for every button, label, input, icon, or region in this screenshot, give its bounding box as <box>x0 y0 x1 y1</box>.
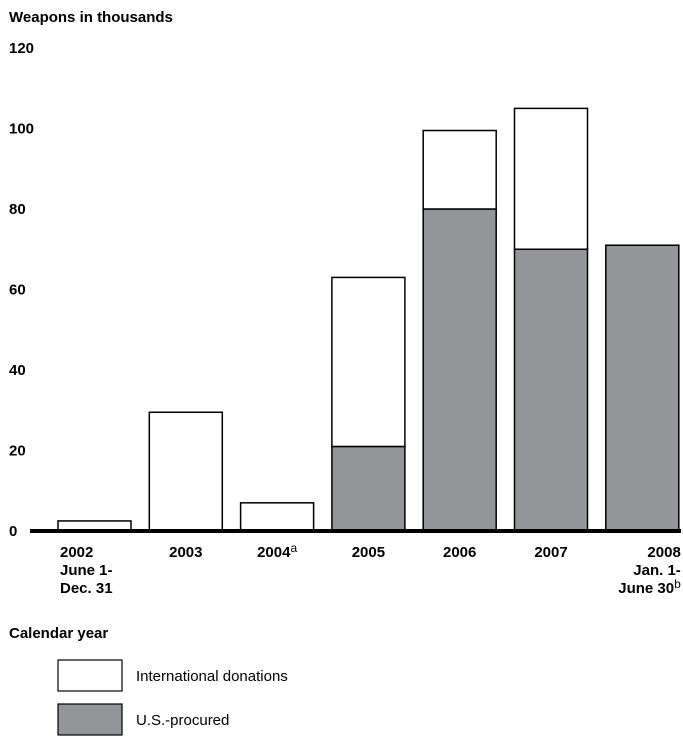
legend: International donations U.S.-procured <box>57 659 288 736</box>
bar-segment-u-s-procured <box>331 445 406 532</box>
x-tick-label: 2002 <box>60 544 93 561</box>
bars <box>57 107 680 532</box>
legend-swatch <box>57 659 123 692</box>
x-tick-sublabel: June 1- <box>60 562 113 579</box>
x-tick-sublabel: June 30b <box>618 577 681 597</box>
y-tick-label: 80 <box>9 201 26 218</box>
bar-segment-international-donations <box>239 502 315 532</box>
x-tick-label: 2007 <box>534 544 567 561</box>
y-tick-label: 40 <box>9 362 26 379</box>
x-tick-sublabel: Dec. 31 <box>60 580 113 597</box>
bar-segment-international-donations <box>422 129 497 210</box>
x-tick-label: 2008 <box>647 544 680 561</box>
y-tick-label: 120 <box>9 40 34 57</box>
x-tick-label: 2005 <box>352 544 385 561</box>
legend-label: U.S.-procured <box>136 712 229 729</box>
legend-swatch <box>57 703 123 736</box>
y-tick-label: 20 <box>9 443 26 460</box>
bar-segment-u-s-procured <box>422 208 497 532</box>
x-axis-label: Calendar year <box>9 625 108 642</box>
x-tick-label: 2003 <box>169 544 202 561</box>
x-tick-label: 2006 <box>443 544 476 561</box>
y-axis-ticks: 0 20 40 60 80 100 120 <box>9 40 34 540</box>
bar-segment-u-s-procured <box>605 244 680 532</box>
bar-segment-u-s-procured <box>513 248 589 532</box>
legend-label: International donations <box>136 668 288 685</box>
y-axis-label: Weapons in thousands <box>9 9 173 26</box>
x-tick-sublabel: Jan. 1- <box>633 562 681 579</box>
bar-segment-international-donations <box>148 411 224 532</box>
y-tick-label: 0 <box>9 523 17 540</box>
x-tick-label: 2004a <box>257 541 297 561</box>
bar-segment-international-donations <box>513 107 589 250</box>
y-tick-label: 100 <box>9 121 34 138</box>
bar-segment-international-donations <box>331 276 406 448</box>
y-tick-label: 60 <box>9 282 26 299</box>
